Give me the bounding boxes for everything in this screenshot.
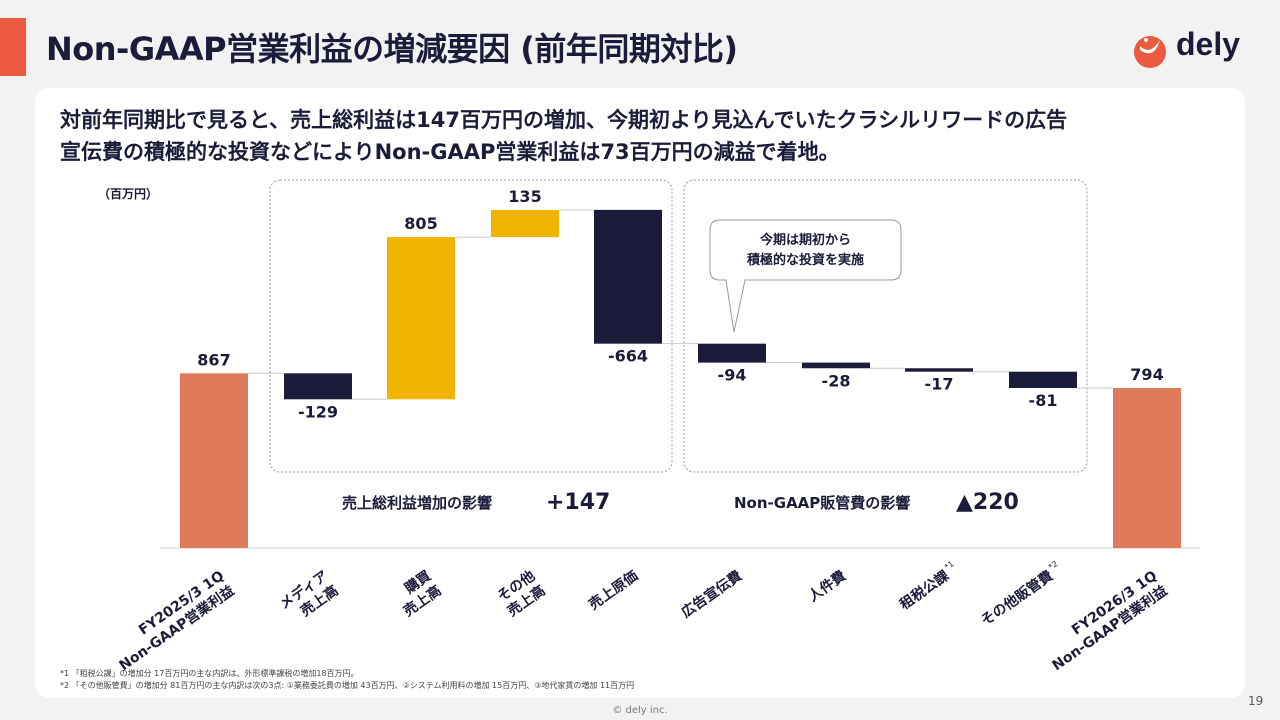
category-label-line: その他販管費: [978, 567, 1057, 629]
category-label: 広告宣伝費: [678, 567, 745, 621]
group-label-2: Non-GAAP販管費の影響: [734, 494, 910, 512]
bar-6: [698, 343, 766, 363]
bar-5: [594, 209, 662, 344]
bar-4: [491, 209, 559, 238]
category-superscript: *2: [1047, 559, 1060, 572]
category-label: 租税公課*1: [897, 559, 956, 614]
group-value-2: ▲220: [956, 490, 1019, 515]
callout-text: 今期は期初から: [759, 232, 851, 248]
group-box-2: [683, 179, 1088, 473]
bar-7: [802, 362, 870, 369]
bar-10: [1113, 388, 1181, 548]
category-label-line: 広告宣伝費: [678, 567, 745, 621]
group-value-1: +147: [546, 490, 610, 515]
bar-2: [284, 373, 352, 400]
bar-1: [180, 373, 248, 548]
summary-line-1: 対前年同期比で見ると、売上総利益は147百万円の増加、今期初より見込んでいたクラ…: [60, 108, 1068, 132]
category-label-line: 人件費: [805, 567, 849, 605]
bar-9: [1009, 371, 1077, 389]
value-label: -129: [298, 402, 338, 421]
category-label: 売上原価: [586, 567, 642, 613]
value-label: 135: [508, 187, 541, 206]
callout-text: 積極的な投資を実施: [746, 252, 864, 268]
footnote-1: *1 「租税公課」の増加分 17百万円の主な内訳は、外形標準課税の増加18百万円…: [60, 669, 359, 678]
value-label: -94: [718, 366, 747, 385]
value-label: 867: [197, 350, 230, 369]
footnotes: *1 「租税公課」の増加分 17百万円の主な内訳は、外形標準課税の増加18百万円…: [60, 668, 634, 692]
value-label: -664: [608, 347, 648, 366]
unit-label: （百万円）: [98, 186, 158, 201]
page-title: Non-GAAP営業利益の増減要因 (前年同期対比): [46, 30, 738, 68]
group-box-1: [269, 179, 673, 473]
dely-logo-icon: [1134, 36, 1166, 68]
value-label: 794: [1130, 365, 1163, 384]
category-label: その他販管費*2: [978, 559, 1060, 629]
category-label: 人件費: [805, 567, 849, 605]
group-label-1: 売上総利益増加の影響: [342, 494, 492, 512]
summary-line-2: 宣伝費の積極的な投資などによりNon-GAAP営業利益は73百万円の減益で着地。: [60, 140, 840, 164]
value-label: -28: [822, 371, 851, 390]
bar-3: [387, 237, 455, 400]
value-label: -17: [925, 375, 954, 394]
logo-text: dely: [1176, 26, 1241, 62]
title-accent-bar: [0, 18, 26, 76]
summary-text: 対前年同期比で見ると、売上総利益は147百万円の増加、今期初より見込んでいたクラ…: [60, 104, 1230, 168]
value-label: -81: [1029, 391, 1058, 410]
copyright: © dely inc.: [612, 705, 668, 716]
value-label: 805: [404, 214, 437, 233]
footnote-2: *2 「その他販管費」の増加分 81百万円の主な内訳は次の3点: ①業務委託費の…: [60, 681, 635, 690]
category-label-line: 租税公課: [897, 567, 953, 614]
category-label-line: 売上原価: [586, 567, 642, 613]
callout-bubble: [709, 219, 902, 333]
category-superscript: *1: [943, 559, 956, 572]
page-number: 19: [1248, 694, 1264, 708]
bar-8: [905, 368, 973, 372]
